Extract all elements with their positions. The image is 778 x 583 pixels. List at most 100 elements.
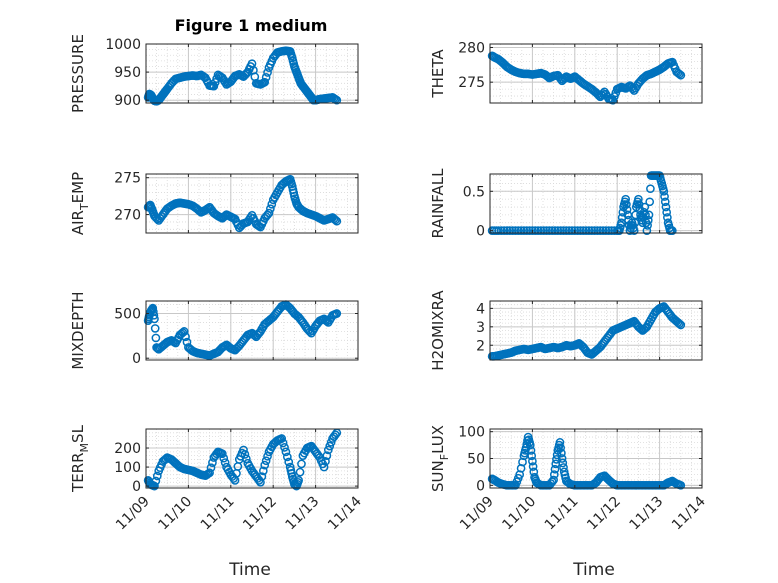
data-point	[280, 443, 289, 452]
data-point	[556, 443, 566, 453]
axes-frame	[145, 300, 359, 361]
data-point	[240, 450, 250, 459]
data-point	[556, 226, 566, 235]
y-axis-label: MIXDEPTH	[69, 291, 87, 369]
data-point	[258, 466, 268, 476]
data-point	[621, 194, 631, 204]
y-tick-label: 950	[114, 65, 141, 81]
data-point	[332, 216, 342, 226]
y-tick-label: 500	[114, 307, 141, 323]
y-tick-label: 900	[114, 93, 141, 109]
data-point	[152, 471, 162, 481]
data-point	[499, 226, 509, 235]
axes-frame	[489, 43, 703, 104]
data-point	[241, 454, 251, 464]
x-axis-label: Time	[228, 560, 271, 580]
data-point	[662, 207, 672, 217]
data-point	[622, 205, 632, 215]
y-axis-label: H2OMIXRA	[429, 290, 447, 371]
data-point	[496, 226, 506, 235]
y-tick-label: 100	[114, 460, 141, 476]
data-point	[644, 210, 654, 220]
data-point	[282, 452, 292, 462]
data-point	[578, 226, 588, 235]
data-point	[325, 441, 335, 451]
data-point	[559, 226, 568, 235]
x-axis-label: Time	[572, 560, 615, 580]
data-point	[220, 458, 230, 467]
y-tick-label: 270	[114, 208, 141, 224]
data-point	[151, 476, 161, 486]
data-point	[542, 226, 551, 235]
data-point	[622, 200, 631, 209]
data-point	[278, 438, 288, 448]
data-point	[525, 440, 535, 450]
data-point	[663, 213, 672, 222]
axes-frame	[145, 173, 359, 234]
data-point	[661, 202, 671, 212]
y-tick-label: 50	[467, 452, 485, 468]
subplot-theta: 275 280 THETA	[429, 40, 703, 105]
y-axis-label: PRESSURE	[69, 34, 87, 113]
data-point	[505, 226, 515, 235]
data-point	[567, 226, 577, 235]
y-tick-label: 275	[114, 171, 141, 187]
axes-frame	[489, 173, 703, 234]
data-point	[604, 226, 614, 235]
data-point	[522, 226, 532, 235]
subplot-pressure: 900 950 1000 PRESSURE	[69, 34, 359, 113]
y-tick-label: 0.5	[463, 184, 485, 200]
data-point	[277, 434, 287, 443]
data-point	[660, 192, 669, 201]
data-point	[558, 458, 568, 468]
data-point	[323, 445, 333, 455]
y-tick-label: 3	[476, 320, 485, 336]
data-point	[150, 481, 159, 491]
data-point	[593, 226, 602, 235]
data-point	[528, 462, 538, 471]
y-tick-label: 0	[132, 479, 141, 495]
data-point	[530, 226, 540, 235]
data-point	[550, 464, 560, 474]
data-point	[667, 226, 677, 235]
data-point	[549, 470, 559, 479]
data-point	[181, 332, 190, 342]
y-axis-label: AIRTEMP	[69, 172, 91, 235]
data-point	[646, 184, 655, 194]
data-point	[576, 226, 585, 235]
data-point	[263, 451, 272, 461]
data-point	[263, 68, 272, 77]
data-point	[261, 72, 271, 82]
data-point	[516, 226, 526, 235]
data-point	[676, 320, 686, 330]
data-point	[659, 186, 669, 196]
data-point	[581, 226, 591, 235]
data-point	[332, 95, 342, 105]
data-point	[584, 226, 594, 235]
data-point	[634, 194, 643, 204]
data-point	[528, 226, 537, 235]
figure-title: Figure 1 medium	[175, 16, 328, 35]
data-point	[266, 204, 275, 214]
data-point	[331, 430, 340, 440]
data-point	[660, 197, 670, 207]
data-point	[219, 453, 229, 463]
y-axis-label: SUNFLUX	[429, 425, 451, 492]
data-point	[676, 70, 686, 80]
data-point	[257, 472, 267, 481]
data-point	[260, 460, 270, 470]
y-tick-label: 0	[132, 351, 141, 367]
data-point	[601, 226, 611, 235]
data-point	[527, 451, 537, 461]
subplot-rainfall: 0 0.5 RAINFALL	[429, 168, 703, 240]
data-point	[539, 226, 549, 235]
data-point	[281, 447, 291, 457]
data-point	[555, 438, 565, 447]
data-point	[645, 197, 655, 207]
data-point	[261, 456, 271, 466]
data-point	[331, 215, 340, 225]
data-point	[525, 226, 534, 235]
data-point	[536, 226, 546, 235]
